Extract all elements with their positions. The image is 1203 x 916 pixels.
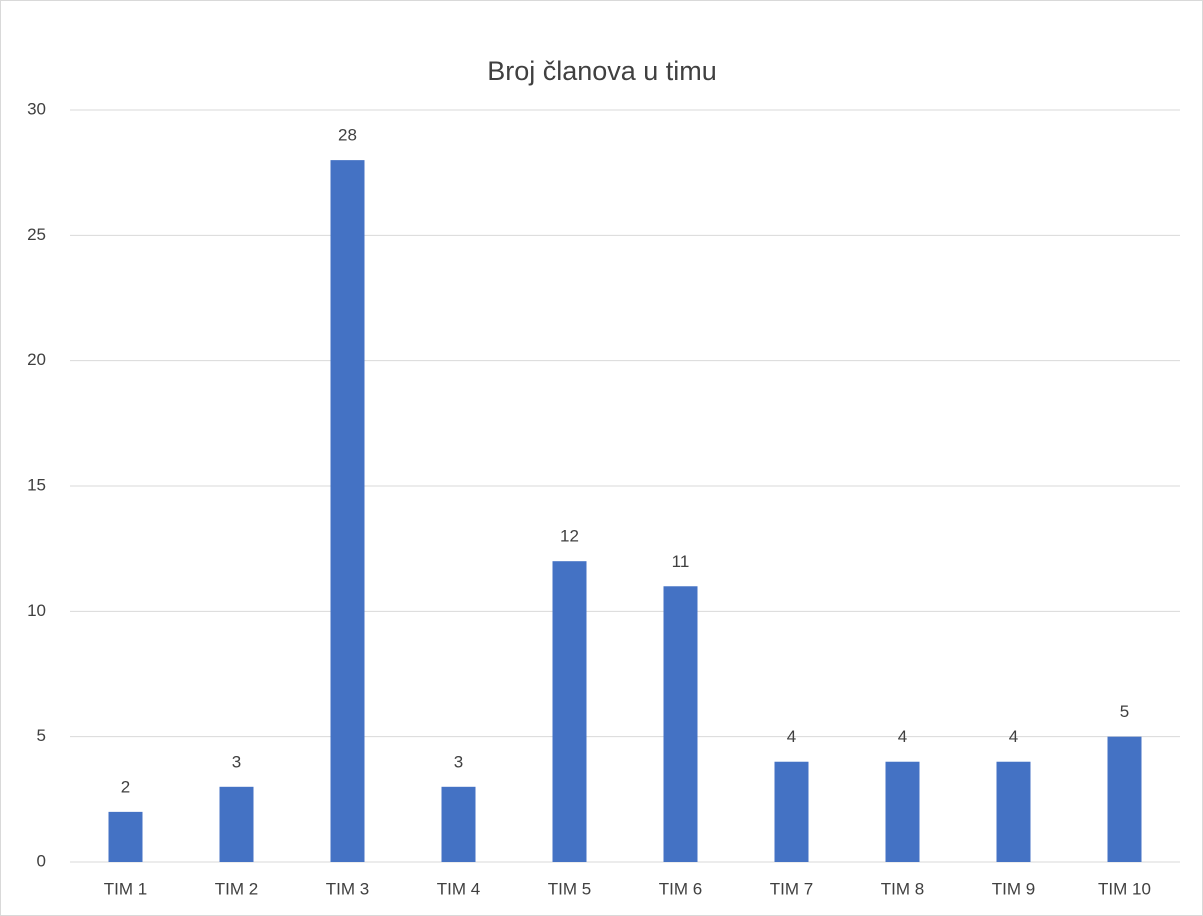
- y-tick-label: 5: [37, 726, 46, 745]
- x-tick-label: TIM 6: [659, 879, 702, 898]
- y-tick-label: 10: [27, 601, 46, 620]
- y-tick-label: 30: [27, 99, 46, 118]
- data-label: 3: [232, 752, 241, 771]
- data-label: 2: [121, 777, 130, 796]
- bar: [108, 811, 143, 862]
- y-tick-label: 20: [27, 350, 46, 369]
- bar: [441, 786, 476, 862]
- x-tick-label: TIM 8: [881, 879, 924, 898]
- data-label: 11: [672, 552, 690, 571]
- bar: [663, 586, 698, 862]
- x-tick-label: TIM 4: [437, 879, 480, 898]
- y-tick-label: 25: [27, 225, 46, 244]
- bar: [774, 761, 809, 862]
- x-tick-label: TIM 1: [104, 879, 147, 898]
- x-tick-label: TIM 3: [326, 879, 369, 898]
- x-tick-label: TIM 2: [215, 879, 258, 898]
- x-tick-label: TIM 10: [1098, 879, 1151, 898]
- y-tick-label: 0: [37, 851, 46, 870]
- data-label: 5: [1120, 702, 1129, 721]
- data-label: 28: [338, 126, 357, 145]
- data-label: 12: [560, 527, 579, 546]
- bar: [885, 761, 920, 862]
- x-tick-label: TIM 9: [992, 879, 1035, 898]
- bar: [330, 160, 365, 863]
- x-tick-label: TIM 7: [770, 879, 813, 898]
- bar: [1107, 736, 1142, 862]
- y-tick-label: 15: [27, 475, 46, 494]
- data-label: 4: [898, 727, 907, 746]
- bar: [996, 761, 1031, 862]
- bar: [219, 786, 254, 862]
- data-label: 4: [1009, 727, 1018, 746]
- x-tick-label: TIM 5: [548, 879, 591, 898]
- bar: [552, 561, 587, 862]
- chart-title: Broj članova u timu: [487, 56, 717, 86]
- data-label: 4: [787, 727, 796, 746]
- data-label: 3: [454, 752, 463, 771]
